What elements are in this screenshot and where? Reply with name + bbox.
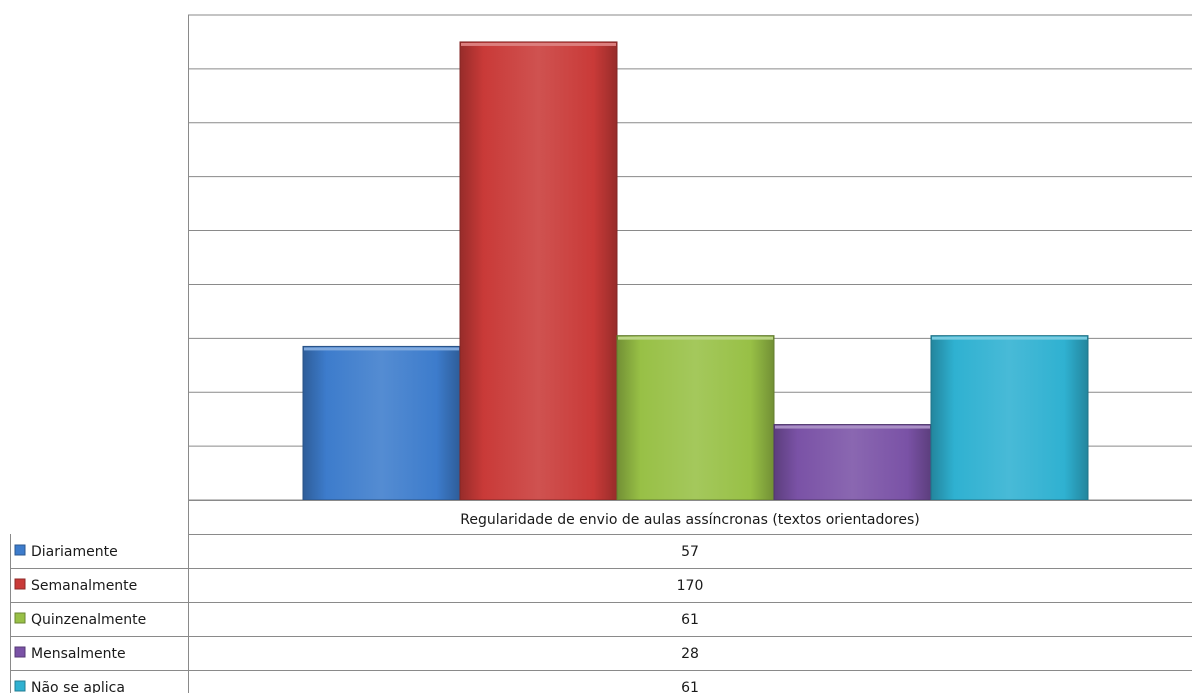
bar-4: [930, 335, 1089, 501]
bar-highlight: [932, 336, 1087, 340]
data-value: 61: [681, 612, 699, 628]
bar-highlight: [775, 425, 930, 429]
bar-highlight: [618, 336, 773, 340]
data-value: 170: [677, 578, 704, 594]
bar-highlight: [304, 347, 459, 351]
category-label: Regularidade de envio de aulas assíncron…: [460, 512, 920, 528]
series-name: Quinzenalmente: [31, 612, 146, 628]
bar-3: [773, 424, 932, 501]
series-name: Mensalmente: [31, 646, 126, 662]
legend-key: [14, 578, 26, 590]
legend-key: [14, 612, 26, 624]
data-value: 57: [681, 544, 699, 560]
legend-key: [14, 646, 26, 658]
bar-highlight: [461, 42, 616, 46]
bar-1: [459, 41, 618, 501]
bars: [302, 41, 1089, 501]
series-name: Semanalmente: [31, 578, 137, 594]
bar-2: [616, 335, 775, 501]
bar-0: [302, 345, 461, 501]
legend-key: [14, 680, 26, 692]
data-table: Regularidade de envio de aulas assíncron…: [10, 500, 1192, 693]
data-value: 61: [681, 680, 699, 693]
series-name: Diariamente: [31, 544, 118, 560]
legend-key: [14, 544, 26, 556]
data-value: 28: [681, 646, 699, 662]
series-name: Não se aplica: [31, 680, 125, 693]
